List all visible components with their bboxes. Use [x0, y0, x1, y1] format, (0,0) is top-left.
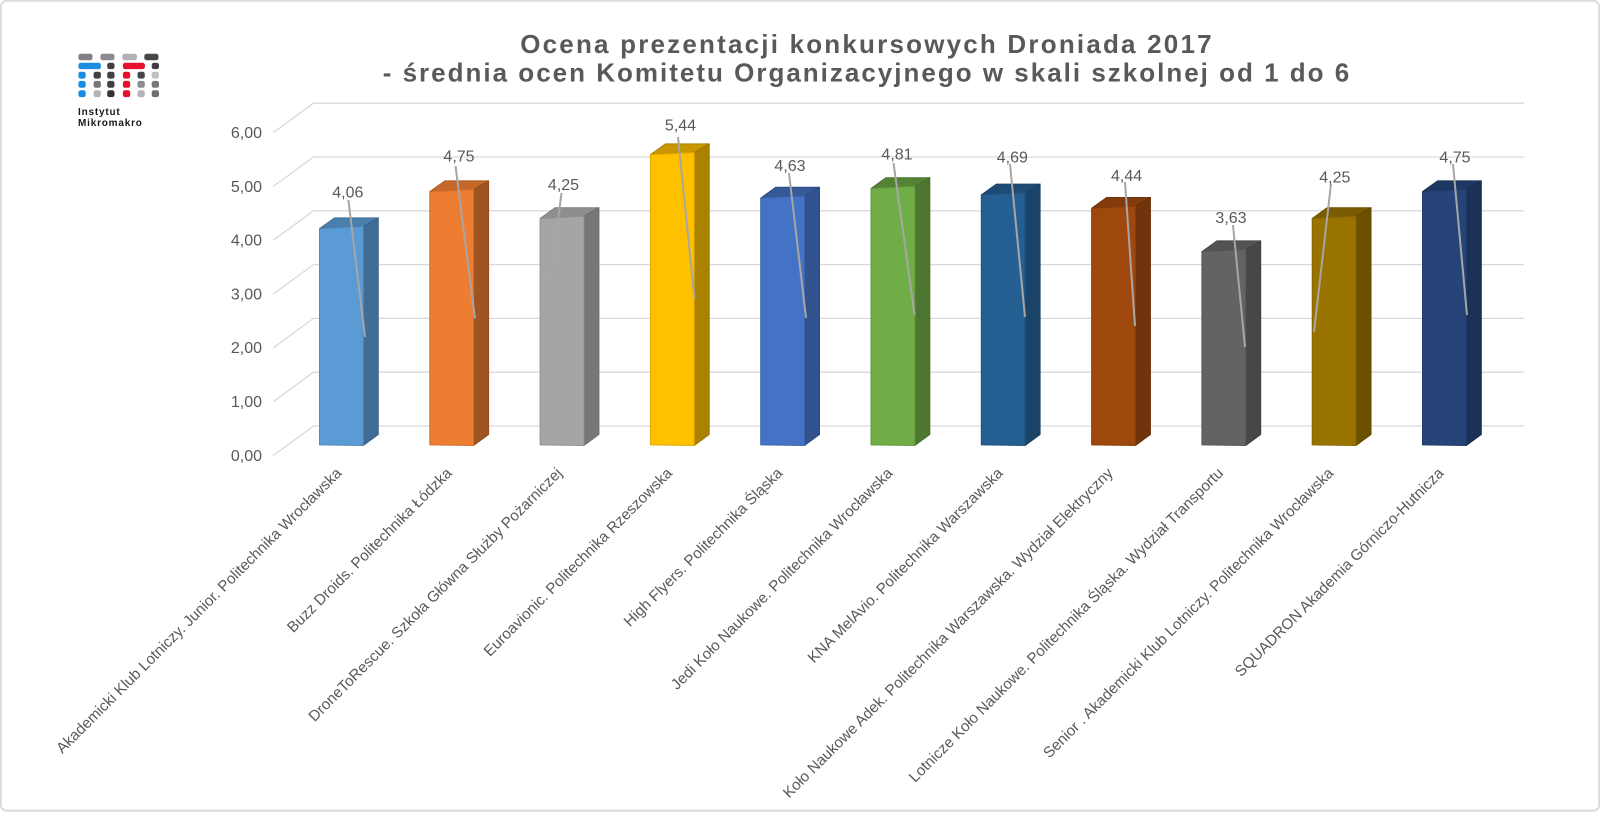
svg-text:5,00: 5,00: [231, 179, 262, 196]
svg-text:Ocena prezentacji konkursowych: Ocena prezentacji konkursowych Droniada …: [520, 29, 1214, 59]
svg-text:3,63: 3,63: [1215, 210, 1246, 227]
svg-text:Instytut: Instytut: [78, 107, 121, 118]
svg-text:4,25: 4,25: [548, 177, 579, 194]
svg-text:5,44: 5,44: [665, 118, 696, 135]
svg-text:4,75: 4,75: [1439, 150, 1470, 167]
svg-text:0,00: 0,00: [231, 448, 262, 465]
svg-text:4,63: 4,63: [774, 158, 805, 175]
svg-text:4,81: 4,81: [881, 146, 912, 163]
svg-text:Mikromakro: Mikromakro: [78, 118, 143, 129]
svg-text:4,44: 4,44: [1111, 168, 1142, 185]
svg-text:- średnia ocen Komitetu Organi: - średnia ocen Komitetu Organizacyjnego …: [383, 58, 1352, 88]
svg-text:4,25: 4,25: [1319, 170, 1350, 187]
svg-text:2,00: 2,00: [231, 340, 262, 357]
svg-text:4,75: 4,75: [443, 149, 474, 166]
svg-text:4,06: 4,06: [332, 185, 363, 202]
svg-text:3,00: 3,00: [231, 286, 262, 303]
svg-text:6,00: 6,00: [231, 125, 262, 142]
svg-text:1,00: 1,00: [231, 394, 262, 411]
svg-text:4,69: 4,69: [997, 149, 1028, 166]
svg-text:4,00: 4,00: [231, 233, 262, 250]
